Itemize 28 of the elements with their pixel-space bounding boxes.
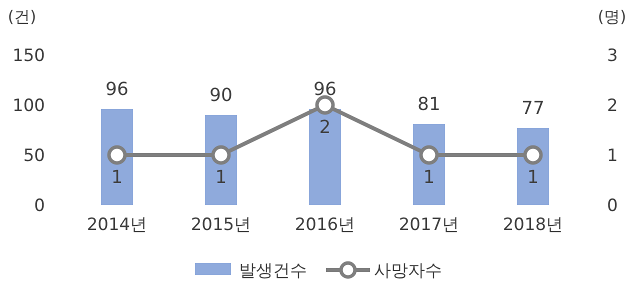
data-label: 1 xyxy=(111,167,123,188)
data-label: 1 xyxy=(215,167,227,188)
y2-axis-title: (명) xyxy=(598,7,626,26)
y-tick-label: 50 xyxy=(23,146,45,166)
y2-tick-label: 0 xyxy=(607,196,618,216)
y-tick-label: 150 xyxy=(12,46,45,66)
data-label: 81 xyxy=(418,94,440,115)
y2-tick-label: 3 xyxy=(607,46,618,66)
x-tick-label: 2016년 xyxy=(294,215,356,235)
data-label: 96 xyxy=(314,79,336,100)
data-label: 1 xyxy=(423,167,435,188)
x-tick-label: 2014년 xyxy=(86,215,148,235)
legend-label: 사망자수 xyxy=(374,261,442,281)
data-label: 1 xyxy=(527,167,539,188)
x-tick-label: 2017년 xyxy=(398,215,460,235)
data-label: 90 xyxy=(210,85,232,106)
data-label: 96 xyxy=(106,79,128,100)
y2-tick-label: 1 xyxy=(607,146,618,166)
y-tick-label: 100 xyxy=(12,96,45,116)
legend-label: 발생건수 xyxy=(239,261,307,281)
x-tick-label: 2015년 xyxy=(190,215,252,235)
data-label: 77 xyxy=(522,98,544,119)
bar xyxy=(309,109,341,205)
x-tick-label: 2018년 xyxy=(502,215,564,235)
y-axis-title: (건) xyxy=(8,7,36,26)
data-label: 2 xyxy=(319,117,331,138)
y-tick-label: 0 xyxy=(34,196,45,216)
y2-tick-label: 2 xyxy=(607,96,618,116)
